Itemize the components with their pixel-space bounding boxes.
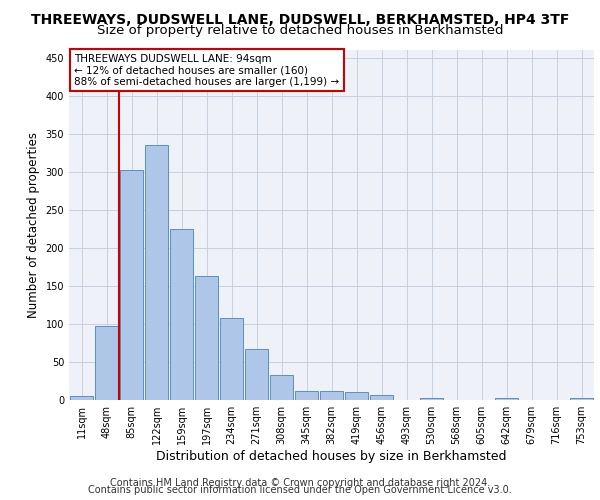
Bar [269, 375, 293, 400]
Bar [194, 276, 218, 400]
Bar [245, 349, 268, 400]
Y-axis label: Number of detached properties: Number of detached properties [27, 132, 40, 318]
Bar [320, 391, 343, 400]
Bar [370, 396, 394, 400]
Text: Size of property relative to detached houses in Berkhamsted: Size of property relative to detached ho… [97, 24, 503, 37]
Bar [344, 392, 368, 400]
Bar [170, 229, 193, 400]
Text: THREEWAYS DUDSWELL LANE: 94sqm
← 12% of detached houses are smaller (160)
88% of: THREEWAYS DUDSWELL LANE: 94sqm ← 12% of … [74, 54, 340, 86]
Bar [295, 391, 319, 400]
Bar [95, 326, 118, 400]
X-axis label: Distribution of detached houses by size in Berkhamsted: Distribution of detached houses by size … [156, 450, 507, 463]
Text: THREEWAYS, DUDSWELL LANE, DUDSWELL, BERKHAMSTED, HP4 3TF: THREEWAYS, DUDSWELL LANE, DUDSWELL, BERK… [31, 12, 569, 26]
Bar [119, 170, 143, 400]
Bar [569, 398, 593, 400]
Bar [494, 398, 518, 400]
Bar [145, 145, 169, 400]
Text: Contains public sector information licensed under the Open Government Licence v3: Contains public sector information licen… [88, 485, 512, 495]
Bar [70, 396, 94, 400]
Bar [220, 318, 244, 400]
Text: Contains HM Land Registry data © Crown copyright and database right 2024.: Contains HM Land Registry data © Crown c… [110, 478, 490, 488]
Bar [419, 398, 443, 400]
